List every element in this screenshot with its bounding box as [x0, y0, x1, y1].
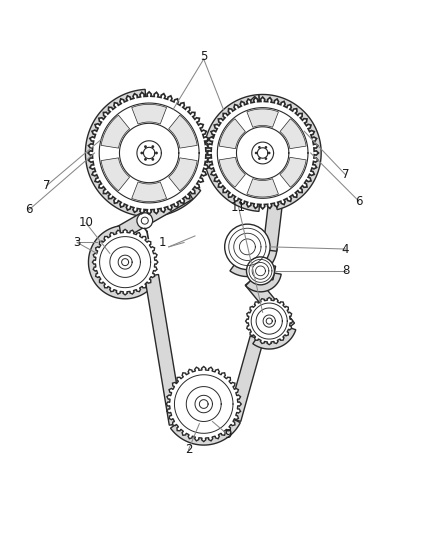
- Polygon shape: [263, 202, 283, 251]
- Circle shape: [141, 151, 143, 155]
- Text: 9: 9: [224, 428, 231, 441]
- Text: 11: 11: [231, 201, 246, 214]
- Polygon shape: [85, 90, 146, 216]
- Polygon shape: [145, 182, 201, 217]
- Circle shape: [265, 146, 267, 149]
- Text: 2: 2: [185, 443, 192, 456]
- Polygon shape: [219, 157, 245, 187]
- Circle shape: [137, 213, 152, 229]
- Text: 8: 8: [342, 264, 349, 277]
- Polygon shape: [101, 158, 130, 191]
- Polygon shape: [230, 248, 277, 277]
- Circle shape: [265, 157, 267, 160]
- Circle shape: [141, 217, 148, 224]
- Polygon shape: [227, 336, 264, 422]
- Polygon shape: [280, 119, 306, 149]
- Polygon shape: [247, 179, 279, 197]
- Circle shape: [247, 257, 275, 285]
- Text: 6: 6: [355, 195, 363, 207]
- Text: 7: 7: [342, 168, 350, 181]
- Text: 3: 3: [74, 236, 81, 249]
- Circle shape: [155, 151, 158, 155]
- Polygon shape: [117, 187, 193, 239]
- Text: 7: 7: [43, 179, 50, 192]
- Circle shape: [152, 145, 154, 148]
- Polygon shape: [219, 119, 245, 149]
- Text: 4: 4: [342, 243, 350, 255]
- Polygon shape: [247, 109, 279, 127]
- Polygon shape: [259, 94, 321, 209]
- Polygon shape: [169, 158, 197, 191]
- Polygon shape: [132, 182, 166, 201]
- Polygon shape: [280, 157, 306, 187]
- Polygon shape: [207, 97, 318, 209]
- Polygon shape: [141, 96, 264, 215]
- Polygon shape: [204, 94, 260, 212]
- Circle shape: [144, 145, 147, 148]
- Circle shape: [258, 146, 261, 149]
- Polygon shape: [253, 325, 296, 349]
- Polygon shape: [233, 259, 276, 280]
- Circle shape: [255, 152, 258, 154]
- Circle shape: [268, 152, 271, 154]
- Polygon shape: [169, 115, 197, 148]
- Polygon shape: [170, 416, 240, 445]
- Text: 5: 5: [200, 51, 208, 63]
- Circle shape: [225, 224, 270, 270]
- Text: 10: 10: [78, 216, 93, 229]
- Text: 1: 1: [159, 236, 166, 249]
- Polygon shape: [101, 115, 130, 148]
- Polygon shape: [88, 92, 210, 214]
- Polygon shape: [245, 276, 294, 332]
- Polygon shape: [88, 226, 158, 299]
- Text: 6: 6: [25, 203, 33, 216]
- Circle shape: [152, 158, 154, 161]
- Polygon shape: [92, 229, 158, 295]
- Polygon shape: [145, 274, 183, 425]
- Circle shape: [258, 157, 261, 160]
- Polygon shape: [132, 104, 166, 124]
- Circle shape: [144, 158, 147, 161]
- Polygon shape: [246, 297, 293, 345]
- Polygon shape: [166, 367, 241, 441]
- Polygon shape: [246, 272, 281, 292]
